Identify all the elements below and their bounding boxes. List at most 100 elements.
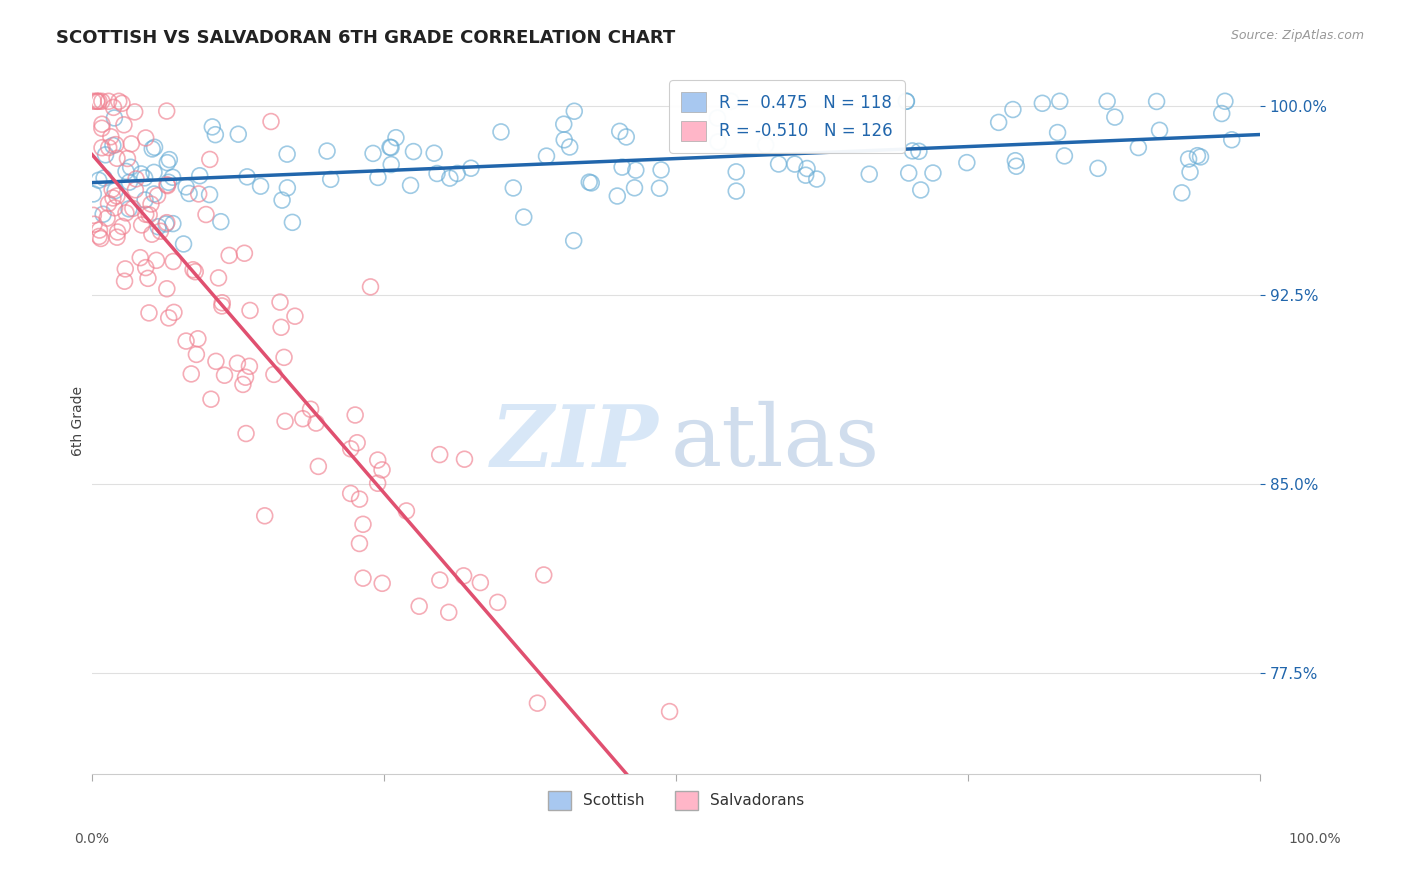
Point	[174, 179, 197, 194]
Point	[186, 347, 208, 361]
Point	[623, 181, 645, 195]
Point	[614, 130, 637, 145]
Point	[138, 208, 160, 222]
Point	[121, 202, 143, 216]
Point	[86, 95, 108, 109]
Point	[156, 178, 179, 192]
Point	[157, 153, 180, 167]
Point	[536, 149, 558, 163]
Point	[344, 408, 367, 422]
Point	[581, 176, 603, 190]
Point	[399, 178, 422, 193]
Point	[1104, 110, 1126, 124]
Point	[112, 118, 135, 132]
Point	[118, 202, 141, 216]
Point	[794, 168, 817, 182]
Point	[101, 182, 124, 196]
Point	[180, 367, 202, 381]
Point	[806, 172, 828, 186]
Point	[118, 175, 141, 189]
Point	[103, 111, 125, 125]
Point	[188, 169, 211, 183]
Point	[201, 120, 224, 134]
Point	[162, 217, 184, 231]
Point	[181, 262, 204, 277]
Point	[349, 492, 371, 507]
Point	[136, 271, 159, 285]
Point	[82, 208, 104, 222]
Point	[1213, 95, 1236, 109]
Point	[163, 305, 186, 319]
Point	[131, 218, 153, 232]
Point	[538, 805, 561, 819]
Point	[263, 368, 285, 382]
Point	[380, 140, 402, 154]
Point	[1005, 159, 1028, 173]
Point	[367, 476, 389, 491]
Point	[624, 163, 647, 178]
Point	[606, 189, 628, 203]
Point	[114, 261, 136, 276]
Point	[378, 140, 401, 154]
Point	[1177, 152, 1199, 166]
Point	[562, 234, 585, 248]
Point	[90, 95, 112, 109]
Point	[1189, 150, 1212, 164]
Point	[1087, 161, 1109, 176]
Text: 100.0%: 100.0%	[1288, 832, 1341, 846]
Point	[143, 186, 166, 201]
Point	[1220, 133, 1243, 147]
Point	[157, 310, 180, 325]
Point	[239, 303, 262, 318]
Point	[453, 569, 475, 583]
Point	[429, 448, 451, 462]
Point	[209, 215, 232, 229]
Point	[489, 125, 512, 139]
Point	[1146, 95, 1168, 109]
Point	[486, 595, 509, 609]
Point	[901, 144, 924, 158]
Point	[910, 183, 932, 197]
Point	[291, 411, 314, 425]
Point	[1187, 149, 1209, 163]
Point	[987, 115, 1010, 129]
Point	[502, 181, 524, 195]
Point	[105, 230, 128, 244]
Point	[685, 123, 707, 137]
Point	[101, 138, 124, 153]
Point	[146, 219, 169, 234]
Point	[87, 95, 110, 109]
Point	[162, 170, 184, 185]
Point	[720, 95, 742, 109]
Point	[253, 508, 276, 523]
Point	[1053, 149, 1076, 163]
Point	[562, 104, 585, 119]
Point	[755, 138, 778, 153]
Point	[211, 299, 233, 313]
Point	[269, 295, 291, 310]
Point	[346, 435, 368, 450]
Point	[352, 571, 374, 585]
Point	[349, 536, 371, 550]
Text: ZIP: ZIP	[491, 401, 658, 484]
Point	[339, 486, 361, 500]
Point	[107, 225, 129, 239]
Point	[135, 207, 157, 221]
Point	[86, 95, 108, 109]
Point	[385, 130, 408, 145]
Point	[553, 133, 575, 147]
Point	[453, 452, 475, 467]
Point	[908, 145, 931, 159]
Point	[120, 160, 142, 174]
Point	[198, 187, 221, 202]
Point	[232, 377, 254, 392]
Point	[533, 568, 555, 582]
Point	[101, 191, 124, 205]
Point	[157, 175, 180, 189]
Point	[115, 206, 138, 220]
Point	[1178, 165, 1201, 179]
Point	[276, 181, 298, 195]
Point	[707, 135, 730, 149]
Point	[647, 805, 669, 819]
Point	[204, 128, 226, 142]
